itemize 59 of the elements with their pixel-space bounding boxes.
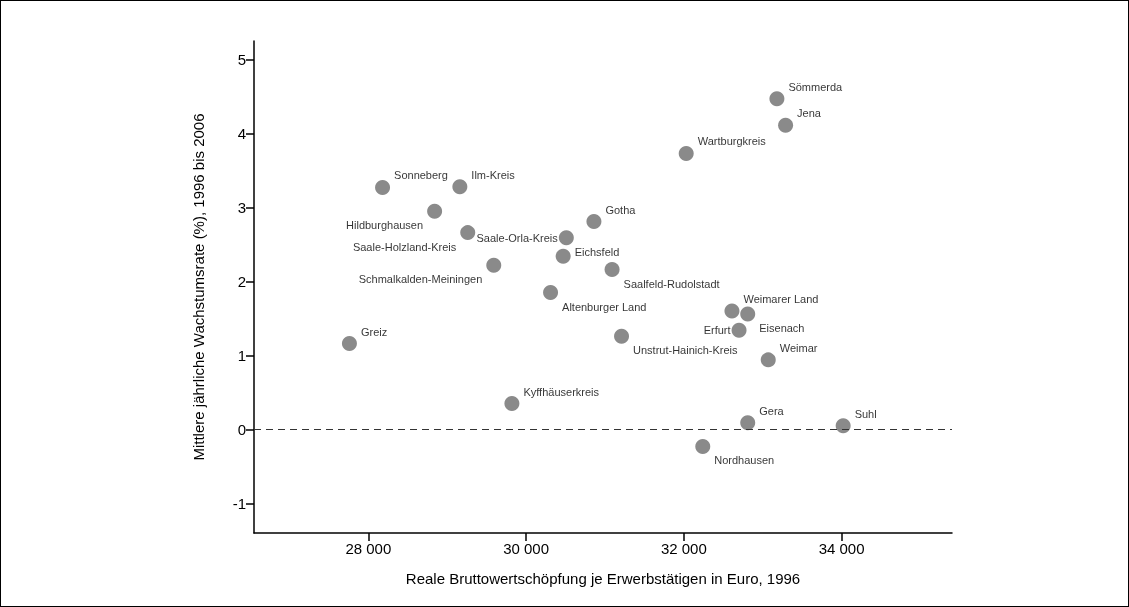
point: [614, 328, 630, 344]
series-label: Erfurt: [703, 324, 731, 337]
point: [375, 179, 391, 195]
point: [504, 396, 520, 412]
series-label: Altenburger Land: [562, 300, 647, 313]
series-label: Jena: [797, 107, 822, 120]
point: [678, 145, 694, 161]
series-label: Kyffhäuserkreis: [523, 385, 600, 398]
series-label: Saale-Orla-Kreis: [476, 231, 559, 244]
point: [695, 438, 711, 454]
series-label: Greiz: [360, 325, 388, 338]
series-label: Nordhausen: [714, 454, 775, 467]
series-label: Eichsfeld: [574, 246, 620, 259]
point: [486, 257, 502, 273]
series-label: Saale-Holzland-Kreis: [352, 240, 457, 253]
series-label: Ilm-Kreis: [471, 168, 516, 181]
point: [452, 179, 468, 195]
point: [731, 322, 747, 338]
series-label: Sömmerda: [788, 80, 844, 93]
y-tick-label: 4: [237, 124, 246, 142]
series-label: Sonneberg: [394, 169, 448, 182]
point: [460, 225, 476, 241]
series-label: Gera: [759, 404, 785, 417]
point: [740, 415, 756, 431]
y-tick-label: -1: [232, 494, 246, 512]
y-tick-label: 0: [237, 420, 246, 438]
series-label: Saalfeld-Rudolstadt: [623, 277, 720, 290]
series-label: Eisenach: [759, 322, 805, 334]
point: [558, 230, 574, 246]
x-tick-label: 34 000: [818, 540, 865, 557]
series-label: Schmalkalden-Meiningen: [358, 273, 483, 286]
point: [740, 306, 756, 322]
series-label: Hildburghausen: [346, 219, 424, 232]
series-label: Weimarer Land: [743, 293, 819, 306]
point: [341, 336, 357, 352]
y-tick-label: 3: [237, 198, 246, 216]
point: [778, 117, 794, 133]
series-label: Gotha: [605, 203, 637, 216]
point: [724, 303, 740, 319]
point: [769, 91, 785, 107]
series-label: Weimar: [779, 341, 818, 354]
point: [586, 214, 602, 230]
point: [604, 262, 620, 278]
y-tick-label: 5: [237, 51, 246, 68]
point: [555, 248, 571, 264]
x-tick-label: 28 000: [345, 540, 392, 557]
y-tick-label: 1: [237, 346, 246, 364]
point: [427, 203, 443, 219]
point: [543, 285, 559, 301]
series-label: Suhl: [854, 407, 877, 420]
y-axis-title: Mittlere jährliche Wachstumsrate (%), 1996 bis 2006: [190, 113, 207, 461]
point: [835, 418, 851, 434]
series-label: Wartburgkreis: [697, 135, 767, 148]
point: [760, 352, 776, 368]
x-tick-label: 32 000: [660, 540, 707, 557]
series-label: Unstrut-Hainich-Kreis: [633, 344, 739, 357]
y-tick-label: 2: [237, 272, 246, 290]
x-axis-title: Reale Bruttowertschöpfung je Erwerbstätigen in Euro, 1996: [405, 570, 801, 587]
x-tick-label: 30 000: [503, 540, 550, 557]
